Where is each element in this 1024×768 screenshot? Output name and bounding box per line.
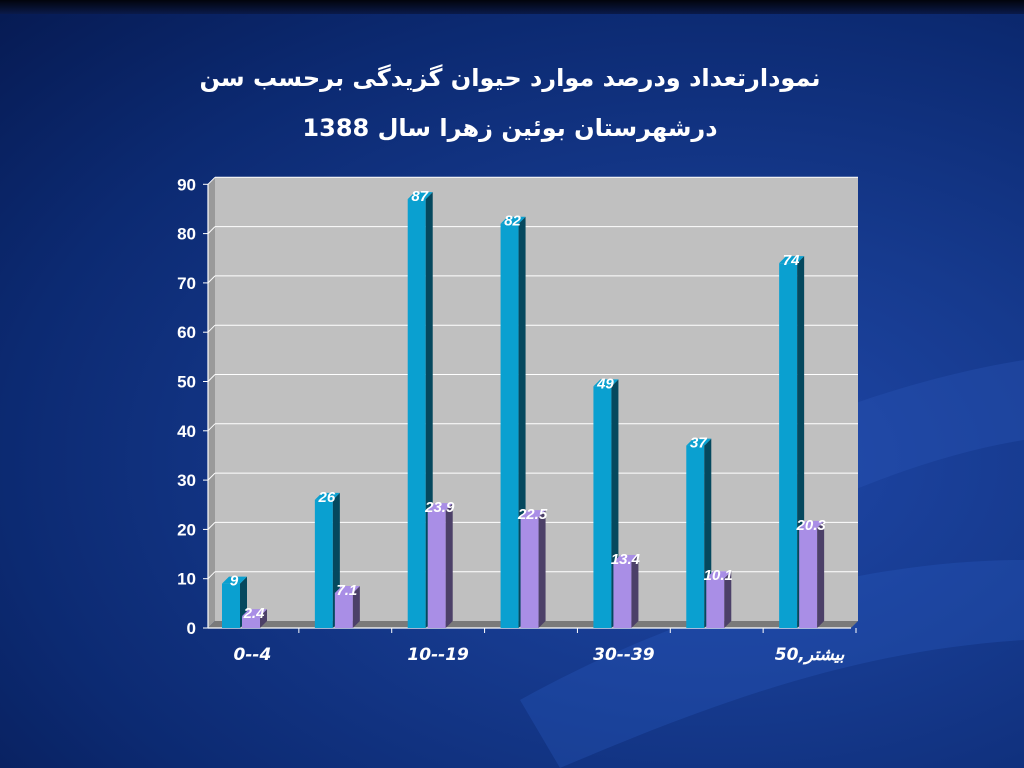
data-label: 23.9 bbox=[424, 499, 455, 516]
bar-series1-top bbox=[686, 438, 712, 446]
y-tick-label: 80 bbox=[177, 225, 196, 244]
y-tick-label: 30 bbox=[177, 471, 196, 490]
slide-title-line1: نمودارتعداد ودرصد موارد حیوان گزیدگی برح… bbox=[199, 64, 821, 92]
data-label: 26 bbox=[318, 489, 336, 506]
data-label: 22.5 bbox=[517, 506, 548, 523]
gridline-side bbox=[207, 275, 216, 284]
bar-series2-top bbox=[242, 609, 267, 617]
gridline-side bbox=[207, 374, 216, 382]
bar-series2 bbox=[613, 561, 632, 628]
bar-series1-top bbox=[500, 216, 526, 224]
y-tick-label: 90 bbox=[177, 175, 196, 194]
plot-side-wall bbox=[208, 177, 215, 629]
y-tick-label: 10 bbox=[177, 570, 196, 589]
bar-series2 bbox=[334, 592, 353, 628]
bar-series1 bbox=[500, 223, 519, 629]
gridline-side bbox=[207, 176, 216, 185]
gridline-side bbox=[207, 226, 216, 234]
bar-series2 bbox=[706, 578, 725, 628]
bar-series2 bbox=[427, 510, 446, 628]
bar-series2-side bbox=[631, 554, 639, 628]
data-label: 10.1 bbox=[704, 567, 733, 584]
data-label: 20.3 bbox=[796, 517, 827, 534]
bar-series2-side bbox=[724, 571, 732, 628]
bar-series2-side bbox=[260, 609, 267, 628]
bar-series1-top bbox=[407, 192, 433, 200]
bar-series2-top bbox=[334, 585, 360, 593]
y-tick-label: 20 bbox=[177, 520, 196, 539]
bar-series2-side bbox=[538, 510, 546, 628]
gridline-side bbox=[207, 522, 216, 530]
bar-series1 bbox=[314, 499, 333, 628]
slide-title-line2: درشهرستان بوئین زهرا سال 1388 bbox=[302, 114, 718, 142]
y-tick-label: 0 bbox=[187, 619, 196, 638]
gridline-side bbox=[207, 571, 216, 580]
data-label: 82 bbox=[504, 213, 521, 230]
bar-series2-side bbox=[445, 503, 453, 628]
x-tick-label: 30--39 bbox=[593, 645, 655, 665]
data-label: 7.1 bbox=[336, 582, 357, 599]
data-label: 87 bbox=[411, 188, 428, 205]
bar-series2-side bbox=[817, 520, 825, 628]
gridline-side bbox=[207, 423, 216, 432]
bar-series1 bbox=[779, 263, 798, 628]
bar-series2-top bbox=[799, 520, 825, 528]
bar-series2 bbox=[520, 517, 539, 628]
data-label: 49 bbox=[596, 375, 614, 392]
bar-series1 bbox=[407, 199, 426, 628]
bar-series1-top bbox=[314, 492, 340, 500]
bar-series1-top bbox=[222, 576, 247, 584]
bar-series2 bbox=[242, 616, 260, 628]
y-tick-label: 50 bbox=[177, 373, 196, 392]
x-tick-label: 50,بیشتر bbox=[775, 645, 845, 665]
bar-series1 bbox=[593, 386, 612, 628]
bar-series2-top bbox=[427, 503, 453, 511]
bar-series1 bbox=[222, 583, 240, 628]
top-dark-band bbox=[0, 0, 1024, 14]
bar-series2-top bbox=[520, 510, 546, 518]
data-label: 13.4 bbox=[611, 551, 641, 568]
data-label: 2.4 bbox=[243, 605, 266, 622]
y-tick-label: 70 bbox=[177, 274, 196, 293]
data-label: 37 bbox=[690, 435, 707, 452]
bar-series2 bbox=[799, 527, 818, 628]
bar-series2-top bbox=[613, 554, 639, 562]
data-label: 74 bbox=[783, 252, 800, 269]
y-tick-label: 60 bbox=[177, 323, 196, 342]
data-label: 9 bbox=[230, 573, 239, 590]
y-tick-label: 40 bbox=[177, 422, 196, 441]
bar-series1 bbox=[686, 445, 705, 628]
bar-series2-side bbox=[352, 585, 360, 628]
x-tick-label: 10--19 bbox=[407, 645, 469, 665]
gridline-side bbox=[207, 472, 216, 481]
bar-series2-top bbox=[706, 571, 732, 579]
bar-series1-top bbox=[593, 379, 619, 387]
gridline-side bbox=[207, 324, 216, 333]
x-tick-label: 0--4 bbox=[234, 645, 272, 665]
bar-series1-top bbox=[779, 256, 805, 264]
